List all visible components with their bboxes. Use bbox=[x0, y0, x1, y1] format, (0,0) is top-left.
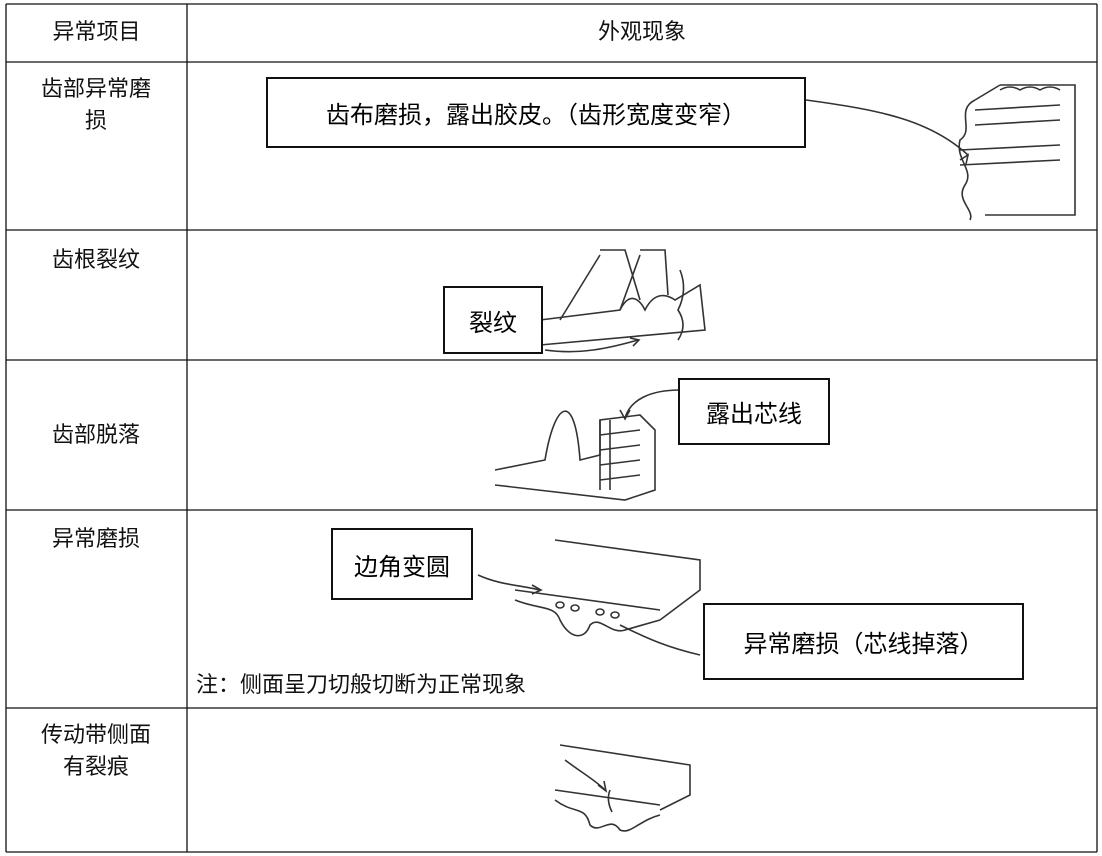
header-cell: 外观现象 bbox=[597, 20, 686, 45]
note: 注：侧面呈刀切般切断为正常现象 bbox=[196, 673, 527, 698]
item-label: 异常磨损 bbox=[51, 527, 140, 552]
item-label: 齿根裂纹 bbox=[51, 248, 140, 273]
callout: 异常磨损（芯线掉落） bbox=[703, 603, 1024, 680]
callout: 边角变圆 bbox=[331, 528, 473, 600]
callout: 裂纹 bbox=[443, 286, 543, 354]
callout: 露出芯线 bbox=[678, 378, 830, 445]
item-label: 齿部异常磨损 bbox=[41, 77, 152, 134]
item-label: 齿部脱落 bbox=[51, 423, 140, 448]
header-cell: 异常项目 bbox=[52, 20, 141, 45]
item-label: 传动带侧面有裂痕 bbox=[41, 723, 152, 780]
callout: 齿布磨损，露出胶皮。（齿形宽度变窄） bbox=[266, 77, 806, 148]
